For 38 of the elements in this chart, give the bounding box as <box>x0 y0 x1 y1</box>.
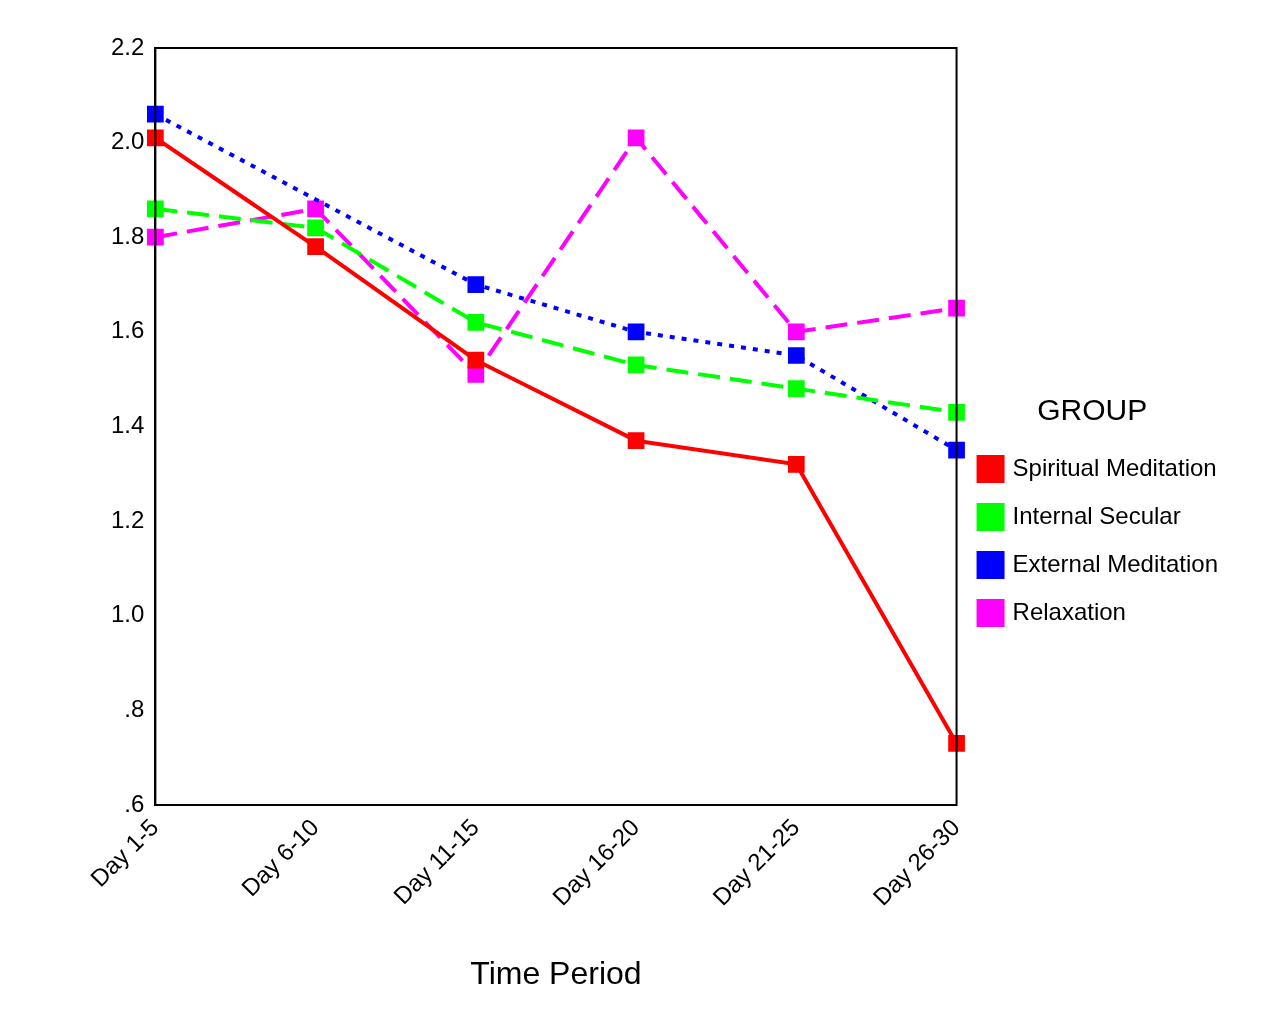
point <box>787 323 805 341</box>
point <box>627 356 645 374</box>
point <box>787 347 805 364</box>
point <box>627 432 645 450</box>
point <box>147 228 164 246</box>
y-tick-label: 2.2 <box>110 32 145 60</box>
point <box>467 366 485 383</box>
point <box>948 735 965 752</box>
point <box>147 200 164 218</box>
legend-label: External Meditation <box>1012 549 1219 577</box>
point <box>787 455 805 473</box>
y-tick-label: 1.2 <box>110 505 145 533</box>
legend-label: Internal Secular <box>1012 501 1181 529</box>
point <box>307 200 324 218</box>
y-tick-label: 1.8 <box>110 221 145 249</box>
legend-label: Spiritual Meditation <box>1012 453 1217 481</box>
y-tick-label: 1.0 <box>110 600 145 628</box>
point <box>467 276 485 293</box>
legend-title: GROUP <box>1037 393 1148 427</box>
y-tick-label: 1.6 <box>110 316 145 344</box>
y-tick-label: 2.0 <box>110 127 145 155</box>
legend-label: Relaxation <box>1012 597 1126 625</box>
point <box>147 129 164 147</box>
point <box>948 403 965 421</box>
y-tick-label: .8 <box>124 694 145 722</box>
x-axis-title: Time Period <box>470 954 642 991</box>
y-tick-label: 1.4 <box>110 411 145 439</box>
point <box>627 129 645 147</box>
point <box>948 441 965 459</box>
point <box>627 323 645 341</box>
point <box>467 314 485 331</box>
point <box>307 238 324 256</box>
point <box>467 351 485 369</box>
point <box>787 380 805 397</box>
x-tick-label: Day 6-10 <box>235 813 324 902</box>
point <box>948 299 965 317</box>
point <box>307 219 324 237</box>
point <box>147 105 164 123</box>
